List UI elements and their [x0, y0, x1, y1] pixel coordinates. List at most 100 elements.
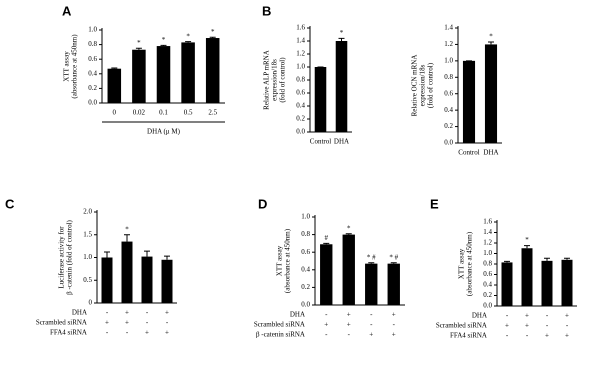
- significance-mark: *: [347, 224, 351, 232]
- treatment-sign: -: [126, 329, 129, 337]
- error-bar: [104, 251, 110, 258]
- treatment-sign: +: [125, 309, 129, 317]
- y-tick-label: 0.6: [88, 55, 97, 63]
- significance-mark: *: [125, 225, 129, 233]
- x-tick-label: 2.5: [208, 109, 217, 117]
- y-axis-title: Relative ALP mRNA: [263, 50, 271, 110]
- y-axis-title: Relative OCN mRNA: [411, 55, 419, 117]
- treatment-label: β -catenin siRNA: [256, 331, 305, 339]
- y-tick-label: 1.4: [444, 24, 453, 32]
- y-tick-label: 0.5: [83, 276, 92, 284]
- error-bar: [144, 250, 150, 257]
- bar: [132, 49, 146, 103]
- error-bar: [390, 262, 397, 264]
- bar: [561, 259, 573, 306]
- significance-mark: * #: [367, 253, 376, 261]
- y-tick-label: 0.2: [301, 283, 310, 291]
- x-tick-label: DHA: [334, 138, 349, 146]
- panel-letter: D: [258, 196, 267, 211]
- treatment-sign: +: [525, 312, 529, 320]
- treatment-label: DHA: [72, 309, 87, 317]
- bar: [205, 38, 220, 103]
- y-tick-label: 1.2: [483, 239, 492, 247]
- error-bar: [488, 41, 494, 45]
- treatment-sign: +: [105, 319, 109, 327]
- treatment-sign: -: [506, 312, 509, 320]
- error-bar: [345, 233, 352, 235]
- y-tick-label: 0.6: [483, 270, 492, 278]
- y-tick-label: 0.8: [88, 40, 97, 48]
- y-tick-label: 0.2: [88, 84, 97, 92]
- error-bar: [135, 47, 142, 50]
- x-tick-label: Control: [458, 149, 479, 157]
- y-axis-title: XTT assay: [276, 245, 284, 276]
- error-bar: [524, 245, 530, 249]
- panel-letter: B: [262, 3, 271, 18]
- y-tick-label: 0.4: [444, 106, 453, 114]
- y-tick-label: 0.8: [301, 230, 310, 238]
- y-tick-label: 1.0: [444, 56, 453, 64]
- y-tick-label: 0.8: [296, 76, 305, 84]
- y-tick-label: 0.4: [296, 102, 305, 110]
- treatment-sign: +: [324, 321, 328, 329]
- treatment-sign: +: [125, 319, 129, 327]
- y-tick-label: 0.8: [483, 260, 492, 268]
- y-tick-label: 0.2: [483, 291, 492, 299]
- treatment-sign: +: [505, 322, 509, 330]
- y-tick-label: 1.4: [296, 37, 305, 45]
- y-tick-label: 0.0: [88, 99, 97, 107]
- bar: [320, 244, 333, 305]
- y-axis-title: XTT assay: [458, 248, 466, 279]
- y-axis-title: expression/18s: [419, 64, 427, 106]
- treatment-sign: +: [545, 332, 549, 340]
- significance-mark: *: [340, 29, 344, 37]
- bar: [141, 256, 153, 303]
- error-bar: [544, 257, 550, 261]
- treatment-label: Scrambled siRNA: [254, 321, 305, 329]
- x-tick-label: DHA: [483, 149, 498, 157]
- y-axis-title: β -catenin (fold of control): [66, 219, 74, 294]
- treatment-sign: +: [347, 311, 351, 319]
- y-tick-label: 1.0: [83, 253, 92, 261]
- error-bar: [124, 234, 130, 242]
- treatment-label: Scrambled siRNA: [36, 319, 87, 327]
- treatment-label: DHA: [290, 311, 305, 319]
- treatment-sign: -: [370, 311, 373, 319]
- x-tick-label: 0.02: [133, 109, 146, 117]
- panel-letter: E: [430, 196, 439, 211]
- y-axis-title: (fold of control): [427, 62, 435, 108]
- treatment-sign: +: [392, 331, 396, 339]
- bar: [335, 41, 348, 132]
- bar: [314, 67, 327, 132]
- error-bar: [164, 255, 170, 260]
- treatment-sign: -: [348, 331, 351, 339]
- significance-mark: #: [325, 234, 329, 242]
- bar: [156, 46, 171, 103]
- error-bar: [160, 44, 167, 47]
- y-tick-label: 0.6: [301, 248, 310, 256]
- treatment-sign: -: [146, 319, 149, 327]
- treatment-label: Scrambled siRNA: [436, 322, 487, 330]
- panel-letter: C: [5, 196, 15, 211]
- bar: [484, 44, 498, 143]
- y-axis-title: (absorbance at 450nm): [71, 34, 79, 99]
- y-tick-label: 1.0: [296, 63, 305, 71]
- y-tick-label: 2.0: [83, 208, 92, 216]
- y-tick-label: 0.6: [296, 89, 305, 97]
- bar: [462, 60, 476, 143]
- treatment-sign: -: [325, 331, 328, 339]
- y-tick-label: 0.2: [296, 115, 305, 123]
- panel-letter: A: [62, 3, 72, 18]
- y-tick-label: 1.2: [296, 50, 305, 58]
- treatment-sign: +: [565, 332, 569, 340]
- y-tick-label: 0.8: [444, 73, 453, 81]
- x-tick-label: 0.5: [184, 109, 193, 117]
- treatment-sign: +: [165, 329, 169, 337]
- bar: [181, 42, 195, 103]
- y-tick-label: 1.6: [296, 24, 305, 32]
- bar: [501, 262, 513, 306]
- y-tick-label: 0.0: [444, 139, 453, 147]
- treatment-sign: +: [369, 331, 373, 339]
- significance-mark: *: [162, 36, 166, 44]
